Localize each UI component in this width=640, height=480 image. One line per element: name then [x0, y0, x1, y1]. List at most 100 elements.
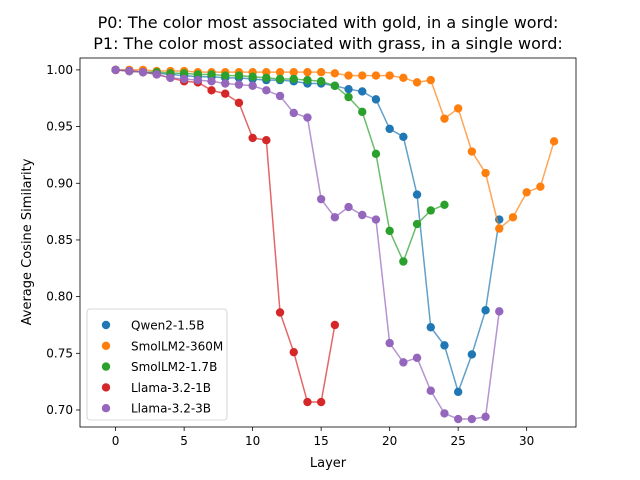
data-point-llama-3-2-1b [262, 135, 271, 145]
y-axis-label: Average Cosine Similarity [20, 158, 35, 325]
data-point-llama-3-2-3b [207, 77, 216, 86]
x-tick-label: 5 [180, 434, 188, 448]
data-point-llama-3-2-3b [385, 338, 394, 348]
data-point-smollm2-1-7b [303, 75, 312, 85]
legend-box [86, 308, 228, 421]
data-point-smollm2-1-7b [371, 149, 381, 158]
legend-marker-smollm2-360m [101, 341, 111, 350]
x-axis: 0 5 10 15 20 25 30 [112, 427, 534, 448]
legend-marker-smollm2-1-7b [101, 362, 111, 371]
plot-area [111, 65, 559, 424]
data-point-llama-3-2-1b [207, 86, 216, 95]
x-axis-label: Layer [310, 456, 347, 471]
data-point-qwen2-1-5b [385, 124, 394, 134]
legend-entry-llama-3-2-1b: Llama-3.2-1B [101, 381, 211, 395]
data-point-smollm2-1-7b [358, 107, 367, 117]
legend-entry-smollm2-360m: SmolLM2-360M [101, 339, 223, 353]
data-point-smollm2-360m [508, 213, 518, 222]
data-point-smollm2-360m [316, 67, 326, 77]
data-point-llama-3-2-1b [248, 133, 257, 143]
data-point-qwen2-1-5b [412, 190, 422, 199]
chart-title: P0: The color most associated with gold,… [98, 13, 559, 32]
data-point-smollm2-360m [412, 78, 422, 87]
series-layer [111, 65, 559, 424]
data-point-llama-3-2-3b [221, 79, 230, 88]
data-point-llama-3-2-3b [467, 414, 477, 424]
data-point-llama-3-2-1b [330, 320, 340, 330]
legend-entry-llama-3-2-3b: Llama-3.2-3B [101, 402, 211, 416]
legend-entry-qwen2-1-5b: Qwen2-1.5B [101, 319, 205, 333]
y-tick-label: 0.70 [46, 403, 73, 417]
data-point-llama-3-2-3b [111, 65, 120, 75]
data-point-smollm2-360m [453, 104, 463, 113]
data-point-smollm2-360m [426, 75, 435, 85]
data-point-llama-3-2-1b [316, 397, 326, 407]
x-tick-label: 25 [451, 434, 466, 448]
data-point-smollm2-1-7b [316, 77, 326, 86]
data-point-llama-3-2-3b [371, 215, 381, 224]
data-point-llama-3-2-3b [303, 113, 312, 122]
axes-frame [79, 57, 577, 428]
data-point-llama-3-2-3b [481, 412, 490, 421]
data-point-smollm2-1-7b [412, 219, 422, 229]
data-point-qwen2-1-5b [440, 341, 449, 350]
legend-entries: Qwen2-1.5B SmolLM2-360M SmolLM2-1.7B Llama-… [101, 319, 223, 416]
y-tick-label: 0.85 [46, 233, 73, 247]
data-point-llama-3-2-1b [234, 98, 244, 107]
data-point-smollm2-1-7b [248, 72, 257, 81]
data-point-llama-3-2-3b [440, 409, 449, 418]
data-point-smollm2-360m [371, 71, 381, 80]
data-point-llama-3-2-3b [495, 307, 504, 316]
data-point-llama-3-2-3b [262, 86, 271, 95]
data-point-smollm2-1-7b [344, 92, 353, 102]
data-point-qwen2-1-5b [358, 87, 367, 96]
data-point-smollm2-1-7b [385, 226, 394, 236]
data-point-llama-3-2-3b [358, 210, 367, 220]
legend-label-qwen2-1-5b: Qwen2-1.5B [131, 319, 205, 333]
data-point-smollm2-1-7b [262, 73, 271, 83]
data-point-llama-3-2-3b [316, 194, 326, 204]
data-point-smollm2-360m [344, 71, 353, 80]
legend-label-smollm2-1-7b: SmolLM2-1.7B [131, 360, 217, 374]
data-point-llama-3-2-1b [275, 308, 285, 317]
data-point-llama-3-2-3b [275, 91, 285, 101]
data-point-llama-3-2-3b [125, 66, 134, 76]
data-point-smollm2-360m [536, 182, 545, 191]
data-point-llama-3-2-3b [289, 108, 298, 118]
data-point-llama-3-2-3b [152, 70, 161, 79]
data-point-llama-3-2-3b [234, 80, 244, 89]
data-point-qwen2-1-5b [481, 306, 490, 315]
legend-marker-llama-3-2-1b [101, 383, 111, 392]
data-point-smollm2-360m [549, 137, 559, 146]
data-point-smollm2-360m [303, 67, 312, 77]
data-point-smollm2-360m [467, 147, 477, 156]
data-point-llama-3-2-1b [221, 89, 230, 98]
data-point-smollm2-1-7b [289, 74, 298, 84]
data-point-smollm2-360m [289, 67, 298, 77]
data-point-smollm2-1-7b [221, 71, 230, 80]
data-point-llama-3-2-3b [426, 386, 435, 395]
data-point-smollm2-1-7b [330, 81, 340, 90]
y-tick-label: 0.95 [46, 120, 73, 134]
data-point-smollm2-360m [495, 224, 504, 233]
data-point-qwen2-1-5b [371, 95, 381, 104]
legend-marker-qwen2-1-5b [101, 320, 111, 330]
data-point-qwen2-1-5b [453, 387, 463, 397]
data-point-llama-3-2-3b [166, 73, 175, 83]
data-point-smollm2-1-7b [275, 74, 285, 84]
data-point-llama-3-2-3b [344, 202, 353, 212]
legend-label-smollm2-360m: SmolLM2-360M [131, 339, 223, 353]
data-point-smollm2-360m [275, 67, 285, 77]
y-axis: 0.70 0.75 0.80 0.85 0.90 0.95 1.00 [46, 63, 80, 417]
data-point-smollm2-360m [399, 73, 408, 83]
data-point-llama-3-2-3b [399, 358, 408, 367]
y-tick-label: 0.80 [46, 290, 73, 304]
data-point-llama-3-2-3b [412, 353, 422, 363]
x-tick-label: 20 [382, 434, 397, 448]
data-point-smollm2-360m [522, 188, 531, 197]
data-point-smollm2-1-7b [399, 257, 408, 266]
data-point-smollm2-1-7b [207, 70, 216, 79]
data-point-smollm2-360m [440, 114, 449, 123]
legend-label-llama-3-2-3b: Llama-3.2-3B [131, 402, 211, 416]
